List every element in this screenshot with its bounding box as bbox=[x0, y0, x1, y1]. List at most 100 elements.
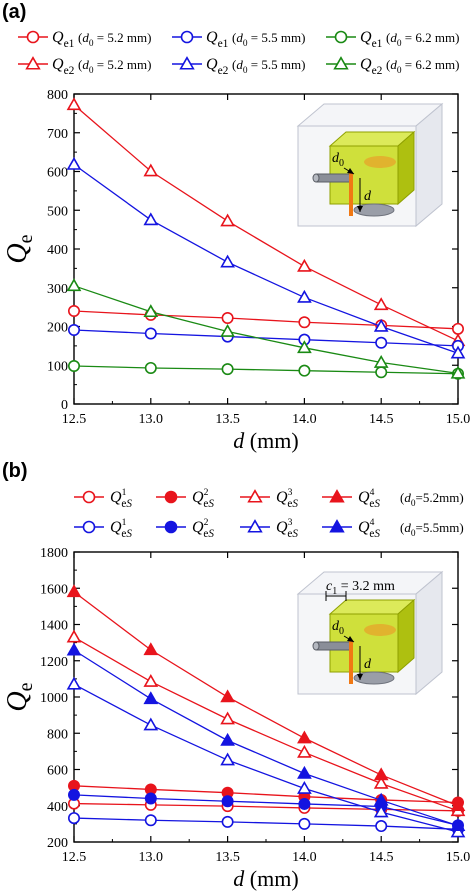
b-y-tick-label: 1200 bbox=[40, 655, 68, 670]
inset-label: d0 bbox=[332, 151, 344, 169]
a-series-line-3 bbox=[73, 163, 459, 354]
q-subscript-e: e bbox=[369, 498, 374, 510]
q-symbol: Q bbox=[206, 56, 218, 73]
b-data-point-s7 bbox=[297, 765, 312, 779]
q-superscript: 3 bbox=[288, 517, 293, 528]
a-x-tick-label: 13.0 bbox=[139, 412, 164, 427]
b-data-point-s5 bbox=[221, 795, 234, 808]
a-y-tick-label: 500 bbox=[47, 204, 68, 219]
q-subscript: eS bbox=[369, 528, 380, 540]
a-legend-marker bbox=[25, 56, 41, 70]
cond-sub: 0 bbox=[89, 66, 94, 76]
q-superscript: 1 bbox=[122, 487, 127, 498]
b-data-point-s2 bbox=[373, 775, 389, 789]
q-subscript: e1 bbox=[218, 38, 229, 50]
q-subscript-s: S bbox=[208, 498, 214, 510]
q-subscript-s: S bbox=[126, 528, 132, 540]
a-legend-symbol: Qe1 bbox=[52, 29, 75, 50]
a-data-point-s4 bbox=[221, 363, 234, 376]
b-series-line-4 bbox=[73, 817, 459, 830]
b-series-line-2 bbox=[73, 636, 459, 812]
inset-label-var: c bbox=[326, 579, 333, 594]
y-axis-var: Q bbox=[2, 691, 33, 711]
a-series-line-1 bbox=[73, 104, 459, 342]
b-data-point-s4 bbox=[221, 815, 234, 828]
a-data-point-s5 bbox=[66, 278, 82, 292]
a-data-point-s0 bbox=[68, 304, 81, 317]
b-data-point-s4 bbox=[375, 820, 388, 833]
b-y-tick-label: 400 bbox=[47, 800, 68, 815]
a-y-tick-label: 300 bbox=[47, 282, 68, 297]
q-subscript: eS bbox=[287, 498, 298, 510]
b-legend-marker bbox=[247, 489, 263, 503]
x-axis-unit: (mm) bbox=[244, 866, 298, 891]
inset-feed-pin bbox=[315, 173, 351, 183]
b-legend-marker bbox=[164, 520, 178, 534]
a-data-point-s3 bbox=[220, 254, 235, 268]
q-subscript-e: e bbox=[369, 528, 374, 540]
b-x-tick-label: 12.5 bbox=[62, 850, 87, 865]
b-series-line-3 bbox=[73, 591, 459, 807]
x-axis-unit: (mm) bbox=[244, 428, 298, 453]
b-legend-symbol: Q2 eS bbox=[192, 487, 214, 510]
inset-d0-arrowhead bbox=[347, 636, 354, 642]
cond-open: ( bbox=[386, 30, 390, 45]
a-legend-condition: (d0 = 6.2 mm) bbox=[386, 30, 459, 49]
b-series-line-7 bbox=[73, 649, 459, 827]
q-subscript: e2 bbox=[372, 65, 383, 77]
a-data-point-s3 bbox=[143, 212, 159, 226]
a-y-tick-label: 100 bbox=[47, 359, 68, 374]
q-superscript: 4 bbox=[370, 517, 375, 528]
inset-label-var: d bbox=[364, 189, 372, 204]
b-y-tick-label: 1800 bbox=[40, 546, 68, 561]
b-legend-symbol: Q3 eS bbox=[276, 487, 298, 510]
y-axis-var: Q bbox=[2, 243, 33, 263]
a-series-line-5 bbox=[73, 285, 459, 375]
b-x-axis-label: d (mm) bbox=[233, 866, 298, 891]
a-legend-symbol: Qe2 bbox=[206, 56, 229, 77]
b-x-tick-label: 14.5 bbox=[369, 850, 394, 865]
b-data-point-s5 bbox=[68, 788, 81, 801]
q-subscript-e: e bbox=[287, 528, 292, 540]
a-data-point-s3 bbox=[450, 345, 466, 359]
a-x-tick-label: 14.5 bbox=[369, 412, 394, 427]
inset-d0-arrowhead bbox=[347, 168, 354, 174]
a-data-point-s1 bbox=[66, 97, 82, 111]
inset-box-side bbox=[415, 570, 443, 696]
cond-var: d bbox=[82, 57, 89, 72]
inset-orange-probe bbox=[349, 172, 353, 216]
cond-sub: 0 bbox=[397, 39, 402, 49]
b-data-point-s3 bbox=[66, 584, 82, 598]
b-data-point-s6 bbox=[297, 780, 312, 794]
a-x-tick-label: 12.5 bbox=[62, 412, 87, 427]
q-subscript-s: S bbox=[292, 528, 298, 540]
a-data-point-s5 bbox=[143, 304, 159, 318]
a-data-point-s2 bbox=[144, 327, 157, 340]
q-subscript: eS bbox=[287, 528, 298, 540]
q-subscript-s: S bbox=[374, 528, 380, 540]
b-data-point-s3 bbox=[373, 767, 389, 781]
b-legend-marker bbox=[329, 489, 345, 503]
cond-open: ( bbox=[386, 57, 390, 72]
inset-label-var: d bbox=[364, 657, 372, 672]
q-symbol: Q bbox=[360, 29, 372, 46]
q-symbol: Q bbox=[110, 489, 122, 506]
a-data-point-s0 bbox=[298, 316, 311, 329]
cond-var: d bbox=[82, 30, 89, 45]
inset-label: d bbox=[364, 189, 372, 204]
q-subscript: eS bbox=[369, 498, 380, 510]
q-symbol: Q bbox=[276, 489, 288, 506]
a-legend-condition: (d0 = 5.5 mm) bbox=[232, 57, 305, 76]
b-data-point-s2 bbox=[297, 744, 312, 758]
a-legend-condition: (d0 = 5.2 mm) bbox=[78, 30, 151, 49]
b-legend-symbol: Q1 eS bbox=[110, 517, 132, 540]
b-legend-condition: (d0=5.2mm) bbox=[400, 490, 464, 509]
a-data-point-s1 bbox=[143, 163, 159, 177]
b-y-tick-label: 1000 bbox=[40, 691, 68, 706]
a-data-point-s2 bbox=[375, 336, 388, 349]
inset-orange-probe bbox=[349, 640, 353, 684]
chart-panel-a: Qe1 (d0 = 5.2 mm) Qe1 (d0 = 5.5 mm) Qe1 (d0 =… bbox=[2, 29, 470, 453]
b-data-point-s2 bbox=[220, 711, 235, 725]
a-legend-symbol: Qe1 bbox=[360, 29, 383, 50]
a-x-tick-label: 15.0 bbox=[446, 412, 471, 427]
